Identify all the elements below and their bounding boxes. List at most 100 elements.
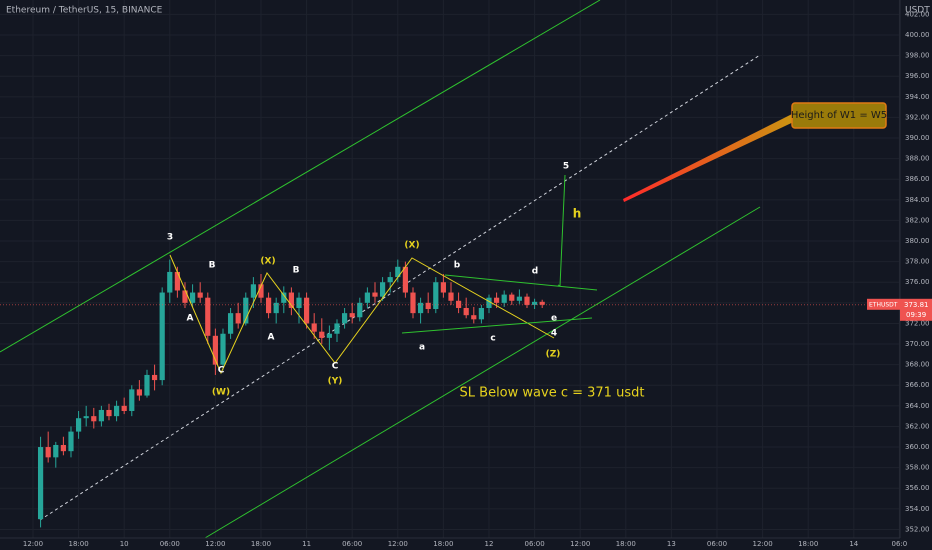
x-tick-label: 13 xyxy=(667,540,676,548)
annotation: Height of W1 = W5 xyxy=(791,110,887,121)
x-tick-label: 06:00 xyxy=(524,540,544,548)
candle-body xyxy=(410,292,416,314)
y-tick-label: 372.00 xyxy=(905,319,930,327)
annotation: B xyxy=(293,266,300,276)
y-tick-label: 388.00 xyxy=(905,155,930,163)
price-tag-symbol: ETHUSDT xyxy=(869,301,898,308)
annotation: (Y) xyxy=(328,377,343,387)
candle-body xyxy=(478,307,484,320)
candle-body xyxy=(220,333,226,365)
candle-body xyxy=(53,444,59,458)
candle-body xyxy=(319,331,325,338)
candle-body xyxy=(281,292,287,303)
y-tick-label: 394.00 xyxy=(905,93,930,101)
candle-body xyxy=(539,301,545,305)
channel-lower xyxy=(204,206,761,539)
x-tick-label: 06:00 xyxy=(160,540,180,548)
y-tick-label: 368.00 xyxy=(905,361,930,369)
candle-body xyxy=(296,297,302,308)
x-tick-label: 18:00 xyxy=(251,540,271,548)
annotation: e xyxy=(551,314,557,324)
y-tick-label: 366.00 xyxy=(905,381,930,389)
candle-body xyxy=(265,297,272,314)
y-tick-label: 364.00 xyxy=(905,402,930,410)
candle-body xyxy=(37,447,44,520)
y-tick-label: 398.00 xyxy=(905,52,930,60)
y-tick-label: 358.00 xyxy=(905,464,930,472)
candle-body xyxy=(463,307,469,316)
candle-body xyxy=(288,292,294,308)
y-tick-label: 390.00 xyxy=(905,134,930,142)
annotation: 4 xyxy=(551,329,557,339)
height-line xyxy=(557,174,566,287)
candle-body xyxy=(425,302,431,310)
channel-upper xyxy=(0,0,601,353)
x-tick-label: 12:00 xyxy=(570,540,590,548)
y-axis-panel xyxy=(900,0,932,550)
y-axis-label: USDT xyxy=(905,6,930,16)
candle-body xyxy=(273,302,279,314)
annotation: c xyxy=(490,334,495,344)
candle-body xyxy=(98,409,104,422)
x-tick-label: 12:00 xyxy=(752,540,772,548)
candle-body xyxy=(341,313,348,324)
candle-body xyxy=(197,292,203,298)
candle-body xyxy=(144,374,150,396)
candle-body xyxy=(167,271,173,293)
annotation: 5 xyxy=(563,162,569,172)
triangle-lower xyxy=(401,317,593,334)
candle-body xyxy=(243,297,249,324)
candle-body xyxy=(448,292,454,301)
x-tick-label: 18:00 xyxy=(68,540,88,548)
candle-body xyxy=(493,297,500,303)
candle-body xyxy=(151,374,158,381)
candle-body xyxy=(205,297,211,336)
x-tick-label: 10 xyxy=(120,540,129,548)
candle-body xyxy=(83,416,89,419)
candle-body xyxy=(182,290,188,303)
y-tick-label: 354.00 xyxy=(905,505,930,513)
candle-body xyxy=(357,302,363,318)
chart-title: Ethereum / TetherUS, 15, BINANCE xyxy=(6,6,163,16)
price-tag-symbol-bg xyxy=(867,298,900,310)
candle-body xyxy=(235,313,241,324)
candle-body xyxy=(509,294,515,301)
annotation: d xyxy=(532,267,538,277)
candle-body xyxy=(372,292,378,297)
x-tick-label: 12:00 xyxy=(205,540,225,548)
candle-body xyxy=(106,409,112,417)
annotation: C xyxy=(332,362,339,372)
candle-body xyxy=(174,271,180,291)
x-tick-label: 11 xyxy=(302,540,311,548)
y-tick-label: 360.00 xyxy=(905,443,930,451)
y-tick-label: 376.00 xyxy=(905,278,930,286)
candle-body xyxy=(311,323,317,332)
candle-body xyxy=(440,282,446,293)
y-tick-label: 378.00 xyxy=(905,258,930,266)
annotation: h xyxy=(573,207,582,221)
projection-arrow xyxy=(623,110,802,202)
y-tick-label: 356.00 xyxy=(905,484,930,492)
y-tick-label: 402.00 xyxy=(905,10,930,18)
annotation: (Z) xyxy=(546,350,561,360)
annotation: SL Below wave c = 371 usdt xyxy=(460,386,645,401)
candle-body xyxy=(129,389,135,411)
annotation: A xyxy=(268,333,275,343)
candle-body xyxy=(45,447,51,458)
annotation: (X) xyxy=(404,241,419,251)
candle-body xyxy=(387,277,393,283)
annotation: 3 xyxy=(167,233,173,243)
candle-body xyxy=(136,389,142,396)
annotation: C xyxy=(218,366,225,376)
candle-body xyxy=(159,292,165,381)
candle-body xyxy=(326,333,332,338)
candle-body xyxy=(334,323,340,334)
price-tag-countdown: 09:39 xyxy=(906,311,926,319)
x-tick-label: 14 xyxy=(849,540,858,548)
y-tick-label: 386.00 xyxy=(905,175,930,183)
candles xyxy=(37,259,545,528)
candle-body xyxy=(258,284,264,298)
candle-body xyxy=(417,302,424,314)
